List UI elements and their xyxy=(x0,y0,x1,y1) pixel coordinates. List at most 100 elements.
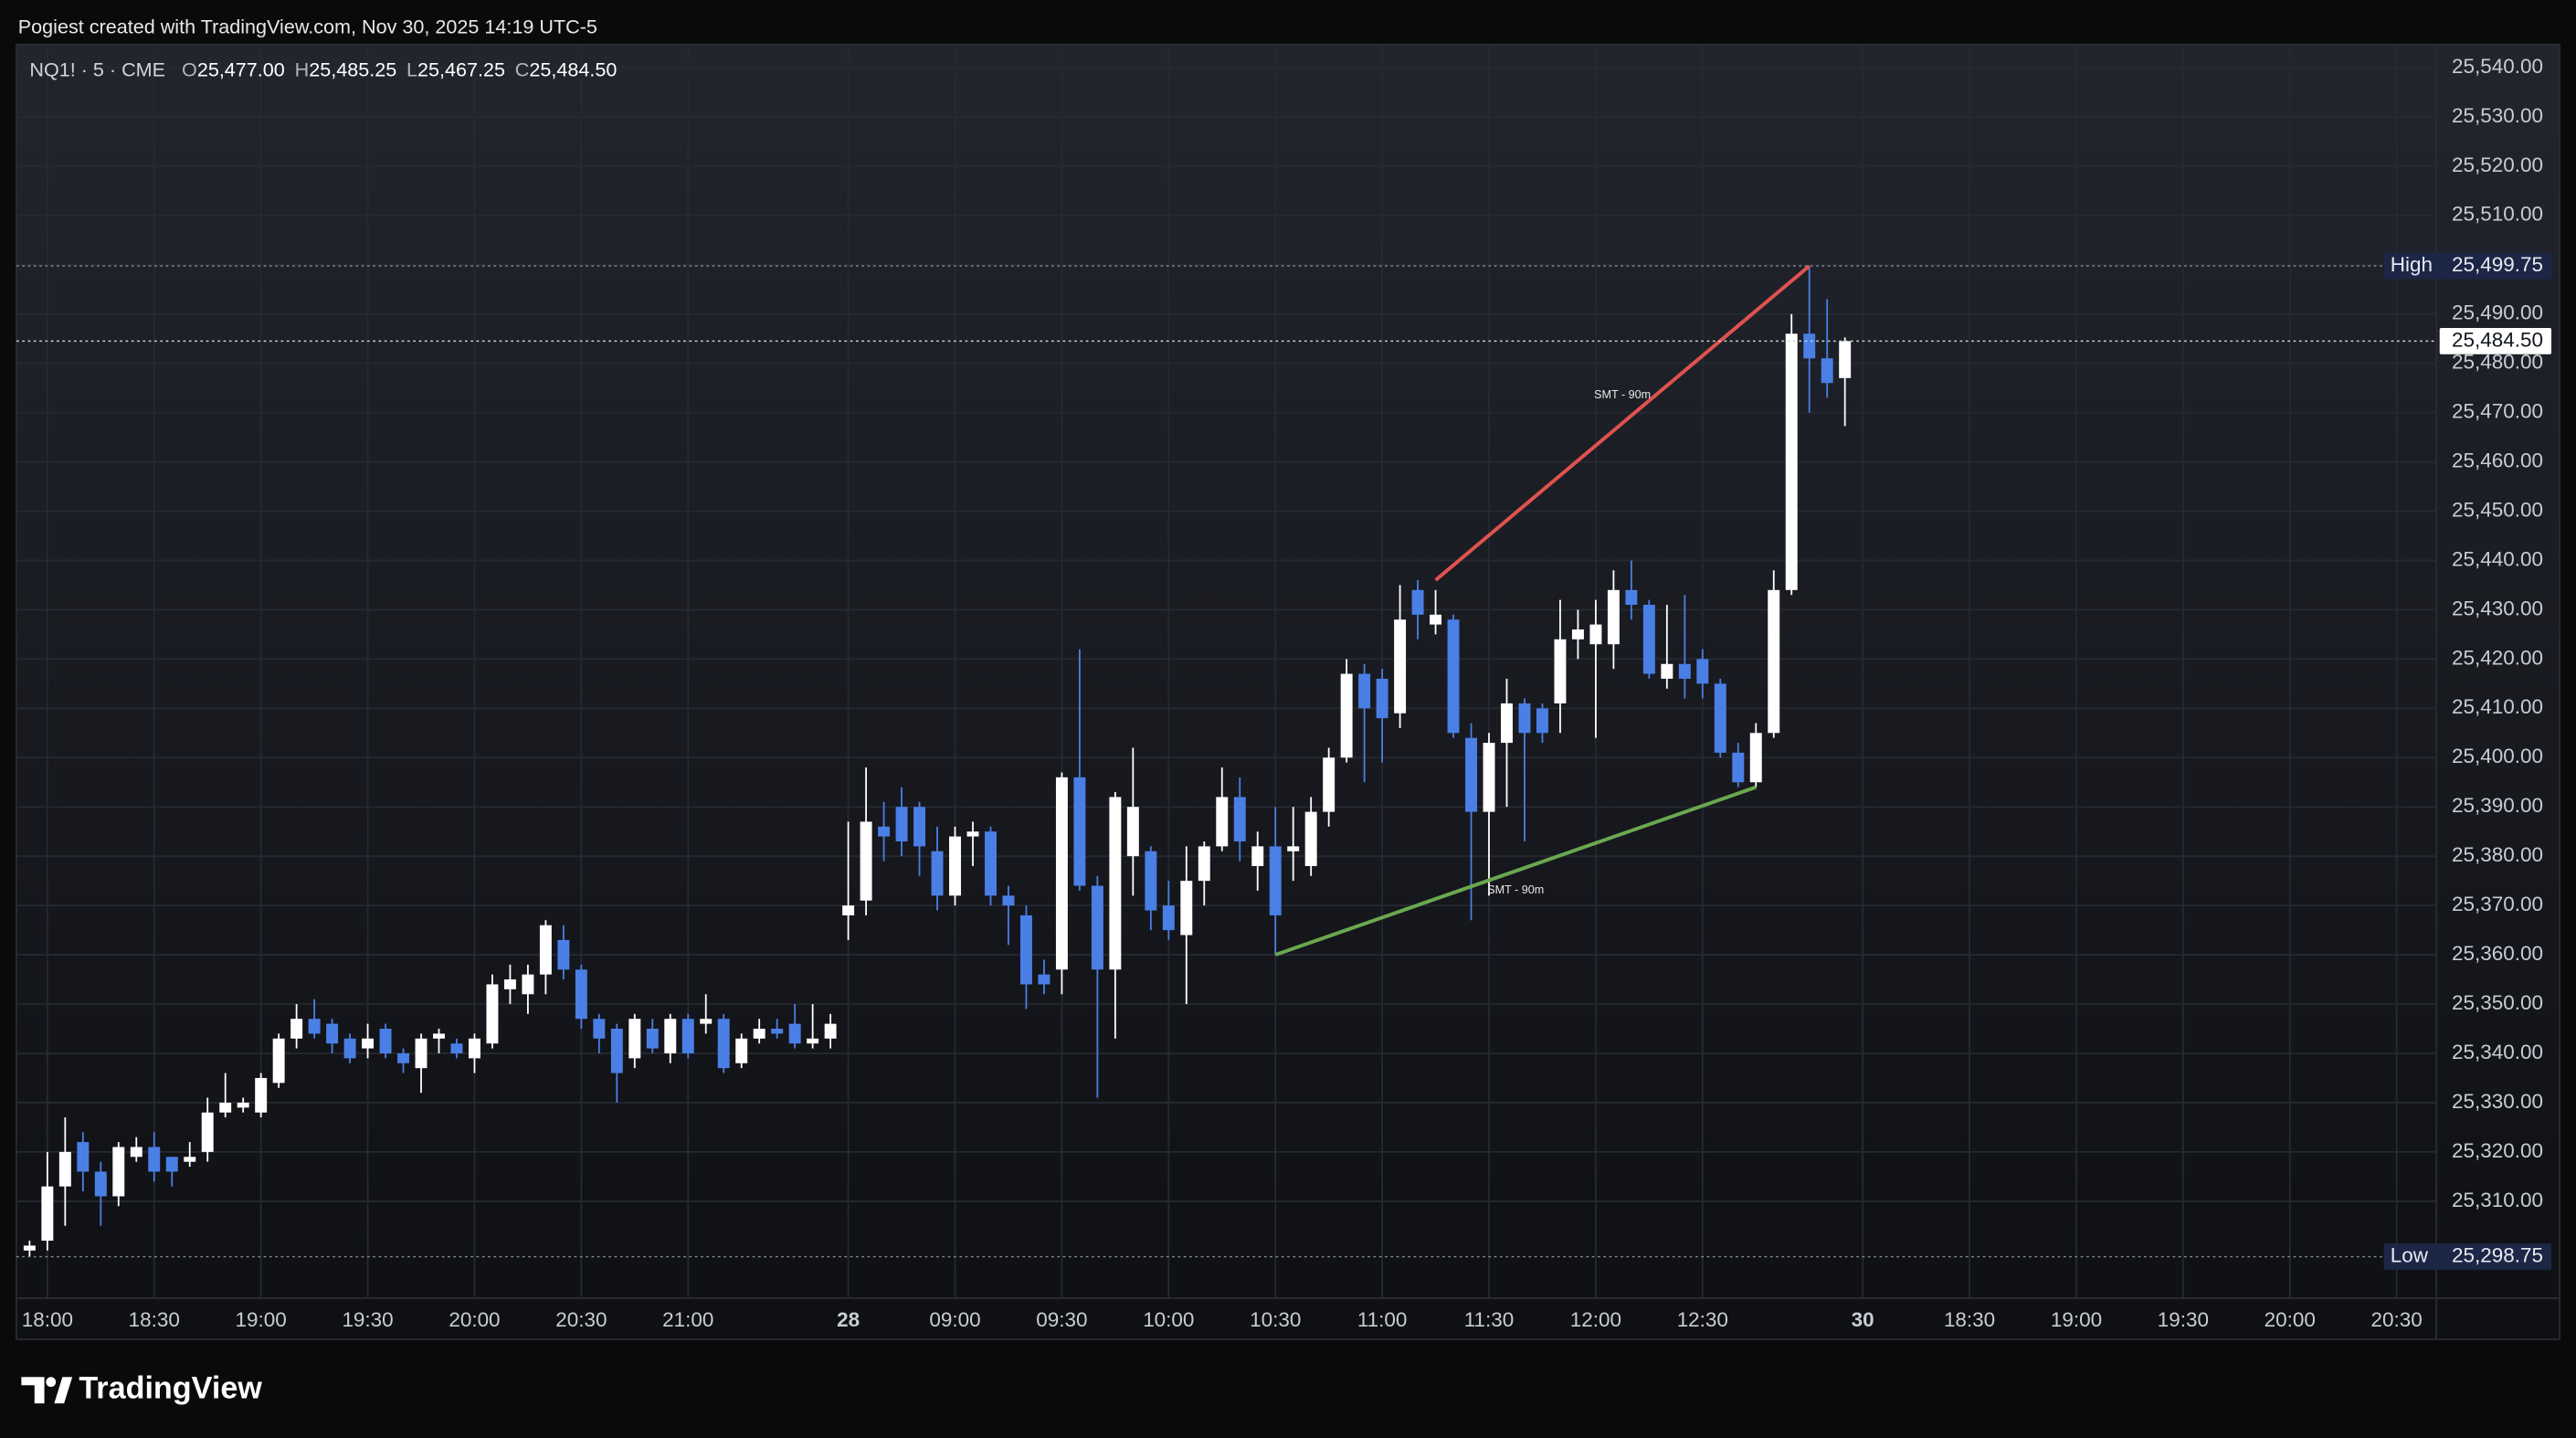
candle-body xyxy=(1251,846,1264,866)
candle-body xyxy=(130,1147,143,1158)
price-badge-value: 25,499.75 xyxy=(2452,253,2543,276)
x-tick-label: 12:00 xyxy=(1570,1308,1621,1331)
candle-body xyxy=(717,1019,730,1069)
candle-body xyxy=(1126,807,1139,857)
x-tick-label: 18:30 xyxy=(1944,1308,1995,1331)
candle-body xyxy=(201,1112,214,1152)
legend-value: 25,467.25 xyxy=(417,58,505,80)
candle-body xyxy=(1073,777,1086,886)
candle-body xyxy=(700,1019,713,1024)
price-badge-label: High xyxy=(2391,253,2433,276)
candle-body xyxy=(681,1019,694,1053)
legend-value: 25,477.00 xyxy=(197,58,285,80)
candle-body xyxy=(1696,659,1709,684)
trend-line xyxy=(1434,264,1811,582)
candle-body xyxy=(290,1019,303,1039)
x-tick-label: 12:30 xyxy=(1677,1308,1728,1331)
x-tick-label: 11:30 xyxy=(1464,1308,1515,1331)
y-tick-label: 25,330.00 xyxy=(2452,1090,2543,1113)
legend: NQ1! · 5 · CME O25,477.00 H25,485.25 L25,46… xyxy=(29,58,617,80)
candle-body xyxy=(184,1157,196,1162)
candle-body xyxy=(860,821,872,901)
candle-body xyxy=(1447,619,1460,734)
candle-body xyxy=(1536,708,1548,734)
y-tick-label: 25,490.00 xyxy=(2452,301,2543,324)
logo-shape xyxy=(21,1377,45,1404)
legend-key: H xyxy=(295,58,310,80)
x-tick-label: 30 xyxy=(1852,1308,1874,1331)
y-tick-label: 25,420.00 xyxy=(2452,646,2543,669)
legend-key: L xyxy=(406,58,417,80)
chart-panel xyxy=(16,43,2560,1340)
candle-body xyxy=(1162,905,1175,931)
candle-body xyxy=(1589,624,1602,645)
candle-body xyxy=(913,807,926,847)
y-tick-label: 25,340.00 xyxy=(2452,1041,2543,1063)
candle-body xyxy=(58,1151,71,1187)
y-tick-label: 25,440.00 xyxy=(2452,547,2543,570)
x-tick-label: 18:30 xyxy=(129,1308,180,1331)
candle-body xyxy=(1340,673,1353,758)
candle-body xyxy=(557,939,570,970)
candle-body xyxy=(1749,733,1762,783)
candle-body xyxy=(593,1019,606,1039)
candle-body xyxy=(219,1102,232,1113)
candle-body xyxy=(1394,619,1407,714)
candle-body xyxy=(1019,915,1032,985)
candle-body xyxy=(985,831,997,896)
candle-body xyxy=(94,1171,107,1197)
candle-body xyxy=(842,905,855,915)
candle-body xyxy=(379,1029,392,1053)
y-tick-label: 25,460.00 xyxy=(2452,449,2543,471)
candle-body xyxy=(450,1043,463,1053)
x-tick-label: 18:00 xyxy=(22,1308,73,1331)
price-badge xyxy=(2383,252,2552,280)
candle-body xyxy=(628,1019,641,1059)
candle-body xyxy=(966,831,979,837)
brand-logo: TradingView xyxy=(21,1371,262,1406)
legend-key: O xyxy=(182,58,197,80)
candle-body xyxy=(878,826,891,837)
candle-body xyxy=(1287,846,1300,851)
candle-body xyxy=(433,1033,445,1039)
candle-body xyxy=(77,1142,90,1172)
caption: Pogiest created with TradingView.com, No… xyxy=(18,15,597,37)
candle-body xyxy=(895,807,908,841)
candle-body xyxy=(486,984,499,1044)
annotation-label: SMT - 90m xyxy=(1594,388,1651,401)
candle-body xyxy=(237,1102,249,1108)
candle-body xyxy=(931,851,944,896)
candle-body xyxy=(1109,797,1122,970)
y-tick-label: 25,510.00 xyxy=(2452,203,2543,226)
x-tick-label: 10:00 xyxy=(1143,1308,1194,1331)
x-tick-label: 19:00 xyxy=(236,1308,287,1331)
logo-shape xyxy=(54,1377,73,1404)
y-tick-label: 25,450.00 xyxy=(2452,498,2543,521)
y-tick-label: 25,350.00 xyxy=(2452,991,2543,1014)
x-tick-label: 19:30 xyxy=(2158,1308,2209,1331)
candle-body xyxy=(1642,605,1655,674)
x-tick-label: 20:00 xyxy=(449,1308,500,1331)
candle-body xyxy=(326,1023,339,1044)
x-tick-label: 20:30 xyxy=(555,1308,607,1331)
candle-body xyxy=(1002,895,1015,906)
candle-body xyxy=(1768,589,1780,734)
candle-body xyxy=(788,1023,801,1044)
candle-body xyxy=(1661,663,1673,679)
x-tick-label: 09:30 xyxy=(1036,1308,1087,1331)
symbol: NQ1! · 5 · CME xyxy=(29,58,165,80)
candle-body xyxy=(1714,683,1726,753)
candle-body xyxy=(539,925,552,975)
x-tick-label: 19:30 xyxy=(342,1308,393,1331)
y-tick-label: 25,410.00 xyxy=(2452,695,2543,718)
y-tick-label: 25,370.00 xyxy=(2452,893,2543,915)
candle-body xyxy=(1145,851,1157,911)
candle-body xyxy=(522,974,534,995)
candle-body xyxy=(165,1157,178,1172)
candle-body xyxy=(807,1038,819,1044)
candle-body xyxy=(1571,629,1584,640)
candle-body xyxy=(415,1038,428,1069)
candle-body xyxy=(362,1038,375,1049)
candle-body xyxy=(824,1023,837,1039)
